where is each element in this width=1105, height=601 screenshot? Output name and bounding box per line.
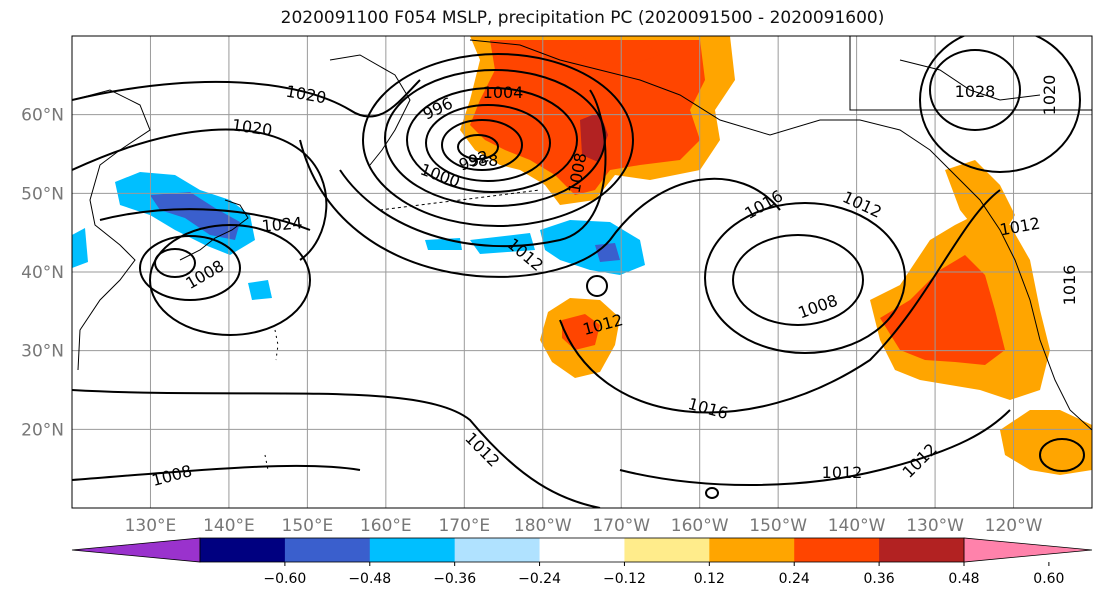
lon-tick-label: 130°E — [125, 516, 177, 536]
lat-tick-label: 60°N — [21, 106, 64, 126]
lon-tick-label: 170°E — [438, 516, 490, 536]
lat-tick-label: 20°N — [21, 420, 64, 440]
coastline-kamchatka — [329, 54, 411, 166]
colorbar-tick-label: −0.12 — [603, 571, 646, 587]
mslp-contours — [72, 36, 1085, 508]
lon-tick-label: 140°E — [203, 516, 255, 536]
coastline-islands — [264, 329, 279, 471]
coastline-alaska — [469, 39, 1092, 431]
shade-japan-west — [72, 228, 88, 268]
colorbar-tick-label: −0.24 — [518, 571, 561, 587]
lon-tick-label: 170°W — [592, 516, 650, 536]
colorbar: −0.60 −0.48 −0.36 −0.24 −0.12 0.12 0.24 0.36 0.4… — [71, 537, 1093, 587]
contour-high-center — [732, 234, 864, 326]
contour-low-4 — [406, 87, 578, 193]
colorbar-segment — [454, 538, 541, 562]
contour-1016 — [559, 189, 1001, 414]
contour-1020-north — [72, 79, 421, 118]
shade-alaska-darkred — [580, 112, 608, 162]
coastlines — [72, 36, 1092, 471]
contour-1024 — [99, 208, 311, 231]
shade-alaska-red-north — [560, 40, 660, 65]
shade-npac-small2 — [470, 233, 535, 254]
contour-label: 1004 — [483, 83, 524, 102]
colorbar-tick-label: 0.60 — [1033, 571, 1064, 587]
lon-tick-label: 130°W — [906, 516, 964, 536]
colorbar-segment — [369, 538, 456, 562]
colorbar-tick-label: 0.24 — [779, 571, 810, 587]
lat-tick-label: 50°N — [21, 184, 64, 204]
contour-japan-1012 — [149, 224, 311, 336]
coastline-japan — [179, 199, 249, 261]
shade-central-red — [562, 314, 600, 350]
shade-npac-lightblue — [540, 220, 645, 275]
contour-low-3 — [425, 104, 551, 182]
lon-tick-label: 120°W — [985, 516, 1043, 536]
contour-low-6 — [362, 53, 634, 227]
colorbar-segment — [200, 538, 286, 562]
coastline-nw-territories — [899, 59, 1041, 101]
contour-1008-npac — [339, 89, 607, 248]
colorbar-tick-label: 0.36 — [864, 571, 895, 587]
colorbar-segment — [709, 538, 795, 562]
shade-westcoast-red — [880, 255, 1005, 365]
colorbar-outline — [199, 537, 965, 563]
contour-small-3 — [1039, 438, 1085, 472]
map-grid — [72, 36, 1092, 508]
lon-tick-label: 140°W — [828, 516, 886, 536]
contour-label: 1012 — [822, 463, 863, 482]
contour-label: 1016 — [1060, 265, 1079, 306]
lon-tick-label: 160°E — [360, 516, 412, 536]
colorbar-tick-label: −0.36 — [433, 571, 476, 587]
contour-low-2 — [441, 119, 523, 171]
contour-1008-south — [72, 464, 361, 481]
contour-1012-east — [619, 409, 1011, 486]
coastline-canada — [849, 36, 1092, 111]
lon-tick-label: 150°E — [282, 516, 334, 536]
lat-tick-label: 30°N — [21, 342, 64, 362]
colorbar-tick-label: −0.60 — [263, 571, 306, 587]
contour-label: 1024 — [261, 213, 303, 235]
contour-japan-low — [154, 248, 196, 278]
precipitation-shading — [72, 36, 1092, 475]
contour-label: 1028 — [955, 82, 996, 101]
contour-label: 1020 — [1040, 75, 1059, 116]
colorbar-segment — [284, 538, 371, 562]
contour-1012-south — [72, 389, 601, 508]
lon-tick-label: 180°W — [514, 516, 572, 536]
contour-1020 — [72, 128, 328, 261]
colorbar-segment — [539, 538, 625, 562]
contour-1012-npac — [299, 139, 781, 278]
contour-low-1 — [457, 134, 499, 160]
lat-tick-label: 40°N — [21, 263, 64, 283]
coastline-aleutians — [379, 189, 541, 211]
shade-southeast-orange — [1000, 410, 1092, 475]
contour-japan-1008 — [139, 235, 241, 301]
map-title: 2020091100 F054 MSLP, precipitation PC (… — [280, 8, 885, 28]
shade-japan-darkblue — [150, 192, 240, 240]
colorbar-segment — [879, 538, 965, 562]
contour-high-center2 — [704, 202, 906, 354]
longitude-labels: 130°E 140°E 150°E 160°E 170°E 180°W 170°W 160°W… — [125, 516, 1043, 536]
contour-high-1020 — [919, 36, 1081, 173]
colorbar-segment — [624, 538, 710, 562]
colorbar-segment — [794, 538, 880, 562]
contour-high-1028 — [929, 49, 1021, 131]
colorbar-tick-label: −0.48 — [348, 571, 391, 587]
shade-japan-south — [248, 280, 272, 300]
contour-label: 988 — [468, 151, 499, 170]
contour-small-1 — [586, 275, 608, 297]
coastline-asia — [72, 89, 151, 371]
lon-tick-label: 150°W — [749, 516, 807, 536]
colorbar-tick-label: 0.48 — [948, 571, 979, 587]
contour-small-2 — [705, 487, 719, 499]
colorbar-extend-low — [71, 537, 201, 563]
colorbar-extend-high — [963, 537, 1093, 563]
map-frame — [71, 35, 1093, 509]
lon-tick-label: 160°W — [671, 516, 729, 536]
shade-npac-small1 — [425, 238, 462, 250]
colorbar-tick-label: 0.12 — [694, 571, 725, 587]
latitude-labels: 20°N 30°N 40°N 50°N 60°N — [21, 106, 64, 441]
